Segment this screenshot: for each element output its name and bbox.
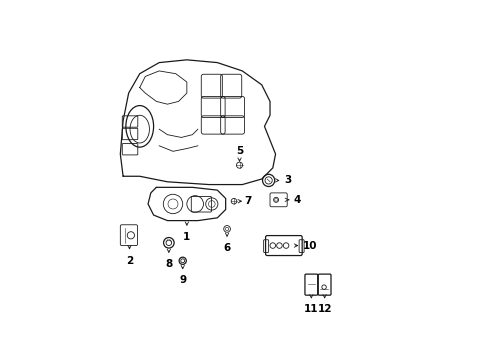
Text: 2: 2 xyxy=(125,256,133,266)
Text: 4: 4 xyxy=(293,195,300,205)
Text: 5: 5 xyxy=(235,146,243,156)
Text: 6: 6 xyxy=(223,243,230,253)
Text: 8: 8 xyxy=(165,259,172,269)
Text: 10: 10 xyxy=(303,240,317,251)
Text: 7: 7 xyxy=(244,196,251,206)
Text: 12: 12 xyxy=(317,304,331,314)
Text: 1: 1 xyxy=(183,232,190,242)
Text: 9: 9 xyxy=(179,275,186,285)
Text: 3: 3 xyxy=(284,175,291,185)
Text: 11: 11 xyxy=(304,304,318,314)
